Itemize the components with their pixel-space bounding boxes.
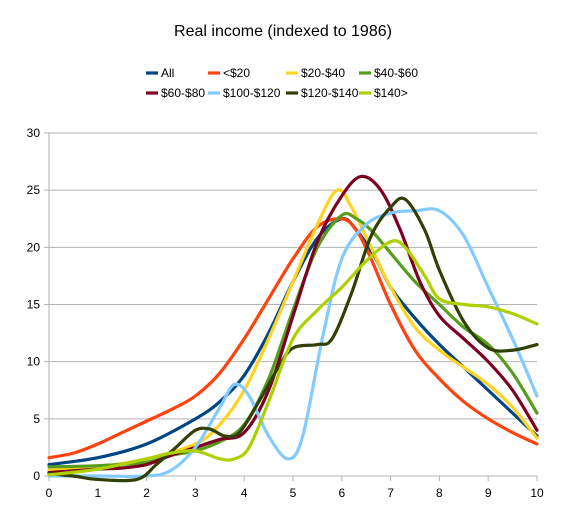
y-tick-label: 5: [33, 412, 40, 426]
x-tick-label: 2: [143, 486, 150, 500]
legend-label-20-40: $20-$40: [301, 66, 345, 80]
series-lines: [47, 174, 539, 483]
chart-title: Real income (indexed to 1986): [174, 23, 392, 40]
x-tick-label: 8: [436, 486, 443, 500]
x-tick-label: 4: [241, 486, 248, 500]
y-tick-label: 30: [27, 126, 41, 140]
y-tick-label: 0: [33, 469, 40, 483]
x-tick-label: 5: [290, 486, 297, 500]
series-line-140: [47, 239, 539, 477]
x-tick-label: 7: [387, 486, 394, 500]
y-tick-label: 25: [27, 183, 41, 197]
x-tick-label: 10: [530, 486, 544, 500]
legend-label-60-80: $60-$80: [161, 86, 205, 100]
legend-label-100-120: $100-$120: [223, 86, 281, 100]
series-line-20-40: [47, 188, 539, 472]
series-line-20: [47, 217, 539, 460]
y-tick-label: 15: [27, 298, 41, 312]
series-line-100-120: [47, 207, 539, 479]
x-tick-label: 1: [94, 486, 101, 500]
series-line-60-80: [47, 174, 539, 475]
tick-labels: 0 5 10 15 20 25 30 0 1 2 3 4 5 6 7 8 9 10: [27, 126, 544, 500]
y-tick-label: 20: [27, 240, 41, 254]
legend: All <$20 $20-$40 $40-$60 $60-$80 $100-$120 $12…: [146, 66, 418, 100]
y-tick-label: 10: [27, 355, 41, 369]
x-tick-label: 3: [192, 486, 199, 500]
x-tick-label: 9: [485, 486, 492, 500]
x-tick-label: 0: [46, 486, 53, 500]
legend-label-120-140: $120-$140: [301, 86, 359, 100]
legend-label-All: All: [161, 66, 174, 80]
legend-label-140: $140>: [374, 86, 408, 100]
legend-label-40-60: $40-$60: [374, 66, 418, 80]
legend-label-20: <$20: [223, 66, 250, 80]
x-tick-label: 6: [338, 486, 345, 500]
series-line-120-140: [47, 196, 539, 483]
